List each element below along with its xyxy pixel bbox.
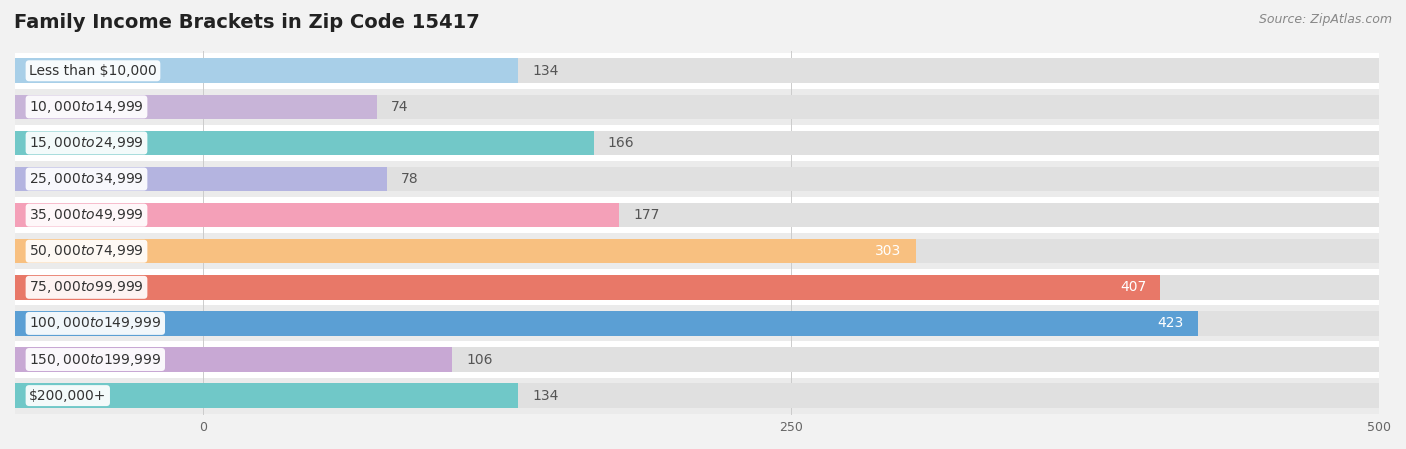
Bar [15,203,620,227]
Bar [15,203,1379,227]
Bar [15,89,1379,125]
Text: $10,000 to $14,999: $10,000 to $14,999 [30,99,143,115]
Text: $75,000 to $99,999: $75,000 to $99,999 [30,279,143,295]
Bar [15,167,387,191]
Bar [15,275,1379,299]
Bar [15,131,1379,155]
Bar [15,341,1379,378]
Text: $25,000 to $34,999: $25,000 to $34,999 [30,171,143,187]
Bar [15,233,1379,269]
Bar [15,95,1379,119]
Bar [15,239,1379,264]
Bar [15,378,1379,414]
Bar [15,347,453,372]
Text: 106: 106 [467,352,494,366]
Bar [15,131,593,155]
Bar [15,239,915,264]
Bar [15,95,377,119]
Text: Source: ZipAtlas.com: Source: ZipAtlas.com [1258,13,1392,26]
Text: Less than $10,000: Less than $10,000 [30,64,157,78]
Text: $50,000 to $74,999: $50,000 to $74,999 [30,243,143,259]
Bar [15,383,519,408]
Text: $35,000 to $49,999: $35,000 to $49,999 [30,207,143,223]
Bar [15,311,1379,336]
Text: 134: 134 [533,388,558,403]
Bar [15,58,519,83]
Text: $15,000 to $24,999: $15,000 to $24,999 [30,135,143,151]
Text: 166: 166 [607,136,634,150]
Text: Family Income Brackets in Zip Code 15417: Family Income Brackets in Zip Code 15417 [14,13,479,32]
Text: $200,000+: $200,000+ [30,388,107,403]
Text: 423: 423 [1157,317,1184,330]
Bar [15,58,1379,83]
Text: 78: 78 [401,172,419,186]
Bar [15,269,1379,305]
Bar [15,305,1379,341]
Text: $100,000 to $149,999: $100,000 to $149,999 [30,315,162,331]
Bar [15,383,1379,408]
Text: $150,000 to $199,999: $150,000 to $199,999 [30,352,162,367]
Text: 74: 74 [391,100,409,114]
Bar [15,197,1379,233]
Text: 177: 177 [634,208,659,222]
Bar [15,125,1379,161]
Bar [15,167,1379,191]
Bar [15,347,1379,372]
Text: 303: 303 [876,244,901,258]
Bar [15,311,1198,336]
Bar [15,53,1379,89]
Text: 407: 407 [1121,280,1146,295]
Text: 134: 134 [533,64,558,78]
Bar [15,161,1379,197]
Bar [15,275,1160,299]
